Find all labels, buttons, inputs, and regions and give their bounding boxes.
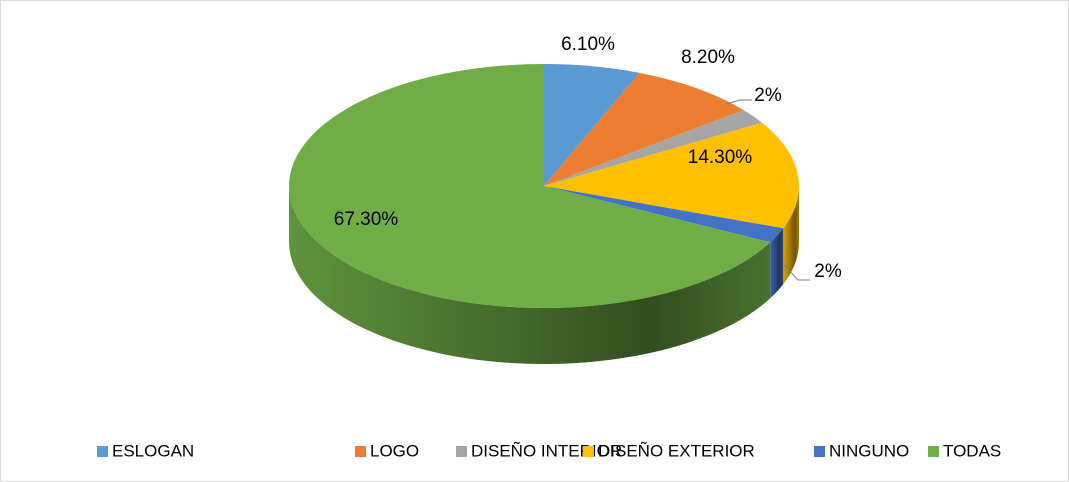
slice-side-shade <box>289 186 771 364</box>
slice <box>544 64 640 186</box>
slice <box>544 110 762 186</box>
legend-label: LOGO <box>370 441 419 460</box>
legend-swatch <box>355 446 366 457</box>
legend-swatch <box>814 446 825 457</box>
legend-label: ESLOGAN <box>112 441 194 460</box>
slice <box>288 64 771 308</box>
legend-swatch <box>456 446 467 457</box>
legend-label: DISEÑO EXTERIOR <box>598 441 755 460</box>
data-label: 6.10% <box>561 34 615 55</box>
slice <box>544 122 799 229</box>
data-label: 2% <box>754 85 782 106</box>
data-label: 8.20% <box>681 47 735 68</box>
legend-label: TODAS <box>943 441 1001 460</box>
legend-label: NINGUNO <box>829 441 909 460</box>
data-label: 2% <box>814 261 842 282</box>
data-label: 14.30% <box>688 147 753 168</box>
slice <box>544 72 744 186</box>
legend-swatch <box>583 446 594 457</box>
slice-side-shade <box>783 186 799 285</box>
legend-swatch <box>97 446 108 457</box>
leader-line <box>725 99 752 105</box>
legend-swatch <box>928 446 939 457</box>
leader-line <box>783 264 810 281</box>
data-label: 67.30% <box>334 209 399 230</box>
slice-side-shade <box>770 228 784 299</box>
slice <box>544 186 784 243</box>
